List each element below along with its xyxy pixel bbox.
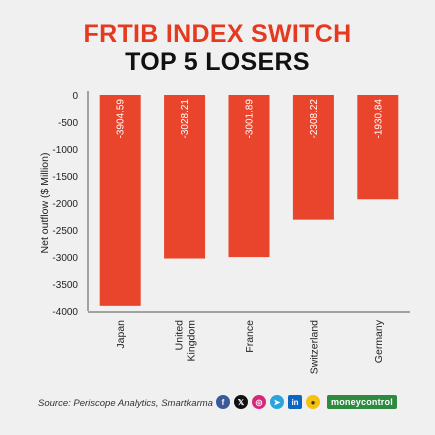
y-tick-label: 0 [72, 91, 78, 102]
x-tick-label: Kingdom [186, 320, 198, 362]
x-tick-label: Switzerland [308, 320, 320, 374]
source-note: Source: Periscope Analytics, Smartkarma [38, 398, 213, 409]
x-icon[interactable]: 𝕏 [234, 395, 248, 409]
bar [228, 95, 270, 258]
bar [292, 95, 334, 220]
y-tick-label: -3500 [52, 280, 78, 291]
y-tick-label: -3000 [52, 253, 78, 264]
bar-value-label: -3904.59 [116, 99, 127, 139]
bar-value-label: -3028.21 [180, 99, 191, 139]
y-tick-label: -4000 [52, 307, 78, 318]
chart-title-line1: FRTIB INDEX SWITCH [83, 20, 352, 48]
telegram-icon[interactable]: ➤ [270, 395, 284, 409]
bar [164, 95, 206, 259]
chart-title-line2: TOP 5 LOSERS [125, 48, 310, 76]
x-tick-label: Japan [115, 320, 127, 349]
linkedin-icon[interactable]: in [288, 395, 302, 409]
y-tick-label: -2000 [52, 199, 78, 210]
moneycontrol-logo[interactable]: moneycontrol [327, 395, 397, 409]
x-tick-label: United [174, 320, 186, 351]
facebook-icon[interactable]: f [216, 395, 230, 409]
bar-value-label: -2308.22 [309, 99, 320, 139]
x-tick-label: France [244, 320, 256, 353]
y-tick-label: -1000 [52, 145, 78, 156]
y-tick-label: -2500 [52, 226, 78, 237]
koo-icon[interactable]: ● [306, 395, 320, 409]
y-tick-label: -1500 [52, 172, 78, 183]
y-tick-label: -500 [58, 118, 78, 129]
bar [99, 95, 141, 306]
bar-value-label: -1930.84 [373, 99, 384, 139]
social-links: f 𝕏 ◎ ➤ in ● moneycontrol [216, 395, 397, 409]
bar [357, 95, 399, 200]
instagram-icon[interactable]: ◎ [252, 395, 266, 409]
bar-value-label: -3001.89 [245, 99, 256, 139]
x-tick-label: Germany [373, 319, 385, 363]
y-axis-title: Net outflow ($ Million) [39, 153, 51, 254]
